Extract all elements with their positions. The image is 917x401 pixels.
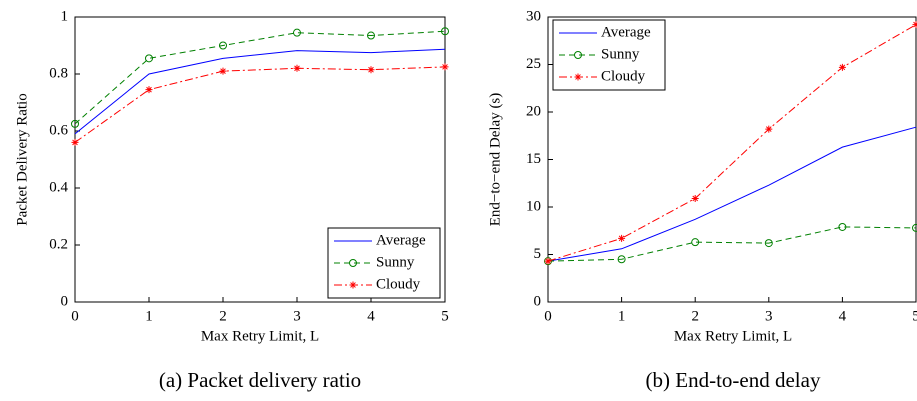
marker: [764, 239, 773, 248]
y-tick-label: 0.8: [49, 65, 68, 81]
marker: [912, 223, 917, 232]
series-line: [547, 226, 917, 262]
y-axis-label: Packet Delivery Ratio: [14, 93, 30, 225]
x-tick-label: 4: [367, 308, 375, 324]
x-tick-label: 0: [544, 308, 552, 324]
marker: [367, 66, 375, 74]
marker: [367, 31, 375, 40]
marker: [618, 234, 626, 242]
marker: [544, 257, 552, 265]
marker: [765, 125, 773, 133]
y-tick-label: 0.2: [49, 236, 68, 252]
legend-label: Average: [376, 232, 426, 248]
y-tick-label: 0: [534, 293, 542, 309]
plot-frame: [74, 16, 446, 303]
y-tick-label: 30: [526, 8, 541, 24]
x-tick-label: 5: [441, 308, 449, 324]
legend-marker: [574, 51, 582, 59]
y-tick-label: 25: [526, 56, 541, 72]
marker: [441, 27, 449, 36]
x-tick-label: 2: [219, 308, 227, 324]
caption: (a) Packet delivery ratio: [159, 368, 361, 392]
x-tick-label: 3: [765, 308, 773, 324]
x-tick-label: 3: [293, 308, 301, 324]
series-line: [74, 66, 446, 143]
marker: [71, 138, 79, 146]
x-axis-label: Max Retry Limit, L: [201, 328, 319, 344]
y-tick-label: 10: [526, 198, 541, 214]
marker: [838, 63, 846, 71]
x-tick-label: 4: [839, 308, 847, 324]
marker: [838, 222, 847, 231]
y-tick-label: 5: [534, 246, 542, 262]
y-axis-label: End−to−end Delay (s): [487, 93, 503, 227]
y-tick-label: 0.4: [49, 179, 68, 195]
series-line: [74, 48, 446, 135]
marker: [293, 64, 301, 72]
marker: [441, 63, 449, 71]
legend-label: Sunny: [601, 46, 640, 62]
y-tick-label: 20: [526, 103, 541, 119]
x-tick-label: 0: [71, 308, 79, 324]
marker: [293, 28, 301, 37]
y-tick-label: 0.6: [49, 122, 68, 138]
x-tick-label: 1: [145, 308, 153, 324]
legend-label: Average: [601, 24, 651, 40]
x-tick-label: 2: [691, 308, 699, 324]
marker: [145, 54, 153, 63]
y-tick-label: 15: [526, 151, 541, 167]
series-line: [74, 30, 446, 125]
marker: [219, 67, 227, 75]
x-axis-label: Max Retry Limit, L: [674, 328, 792, 344]
marker: [145, 86, 153, 94]
x-tick-label: 1: [618, 308, 626, 324]
legend-label: Cloudy: [376, 276, 421, 292]
marker: [219, 41, 227, 50]
marker: [617, 255, 626, 264]
legend-marker: [349, 281, 357, 289]
y-tick-label: 0: [61, 293, 69, 309]
marker: [691, 194, 699, 202]
marker: [912, 21, 917, 29]
y-tick-label: 1: [61, 8, 69, 24]
series-line: [547, 24, 917, 262]
marker: [691, 238, 700, 247]
x-tick-label: 5: [912, 308, 917, 324]
legend-marker: [574, 73, 582, 81]
marker: [71, 119, 79, 128]
legend-label: Cloudy: [601, 68, 646, 84]
series-line: [547, 126, 917, 262]
legend-marker: [349, 259, 357, 267]
legend-label: Sunny: [376, 254, 415, 270]
caption: (b) End-to-end delay: [646, 368, 821, 392]
